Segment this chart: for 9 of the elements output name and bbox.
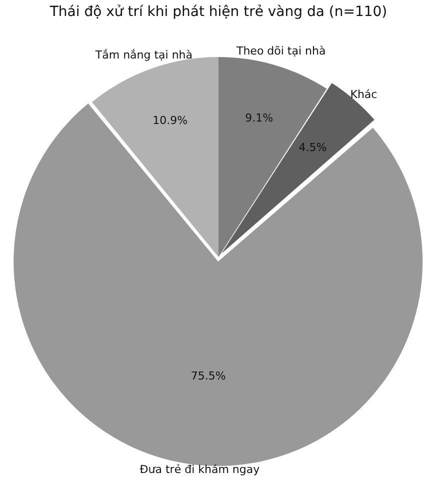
slice-label: Theo dõi tại nhà	[235, 44, 326, 58]
chart-title: Thái độ xử trí khi phát hiện trẻ vàng da (n=110)	[48, 4, 388, 20]
slice-label: Khác	[350, 88, 378, 102]
data-label: 4.5%	[298, 140, 327, 154]
data-label: 9.1%	[245, 112, 274, 125]
slice-label: Tắm nắng tại nhà	[94, 48, 193, 62]
data-label: 10.9%	[152, 114, 188, 128]
slice-label: Đưa trẻ đi khám ngay	[140, 463, 260, 476]
data-label: 75.5%	[190, 369, 226, 382]
